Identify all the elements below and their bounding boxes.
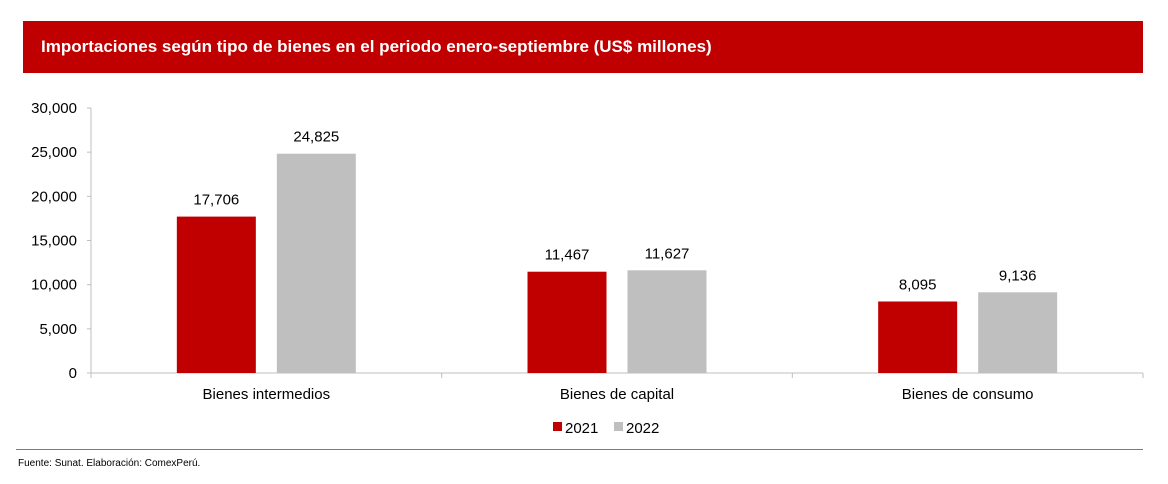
data-label: 17,706 xyxy=(193,192,239,209)
data-label: 11,627 xyxy=(645,245,690,262)
legend-label-2022: 2022 xyxy=(626,420,659,437)
y-tick-label: 5,000 xyxy=(39,321,77,338)
y-tick-label: 20,000 xyxy=(31,188,77,205)
legend-swatch-2021 xyxy=(553,422,562,431)
chart-header: Importaciones según tipo de bienes en el… xyxy=(23,21,1143,73)
x-tick-label: Bienes de capital xyxy=(560,386,674,403)
legend-label-2021: 2021 xyxy=(565,420,598,437)
x-tick-label: Bienes intermedios xyxy=(203,386,331,403)
x-tick-label: Bienes de consumo xyxy=(902,386,1034,403)
data-label: 9,136 xyxy=(999,267,1037,284)
bar-2022 xyxy=(276,153,356,373)
y-tick-label: 0 xyxy=(69,365,77,382)
y-tick-label: 15,000 xyxy=(31,233,77,250)
bar-2021 xyxy=(878,301,958,373)
data-label: 24,825 xyxy=(293,129,339,146)
bar-2021 xyxy=(176,216,256,373)
divider xyxy=(16,449,1143,450)
bar-2021 xyxy=(527,271,607,373)
y-tick-label: 10,000 xyxy=(31,277,77,294)
data-label: 8,095 xyxy=(899,276,937,293)
data-label: 11,467 xyxy=(545,247,590,264)
source-note: Fuente: Sunat. Elaboración: ComexPerú. xyxy=(18,458,201,469)
bar-2022 xyxy=(627,270,707,373)
bar-2022 xyxy=(978,292,1058,373)
y-tick-label: 30,000 xyxy=(31,100,77,117)
chart-title: Importaciones según tipo de bienes en el… xyxy=(41,37,712,56)
legend-swatch-2022 xyxy=(614,422,623,431)
y-tick-label: 25,000 xyxy=(31,144,77,161)
